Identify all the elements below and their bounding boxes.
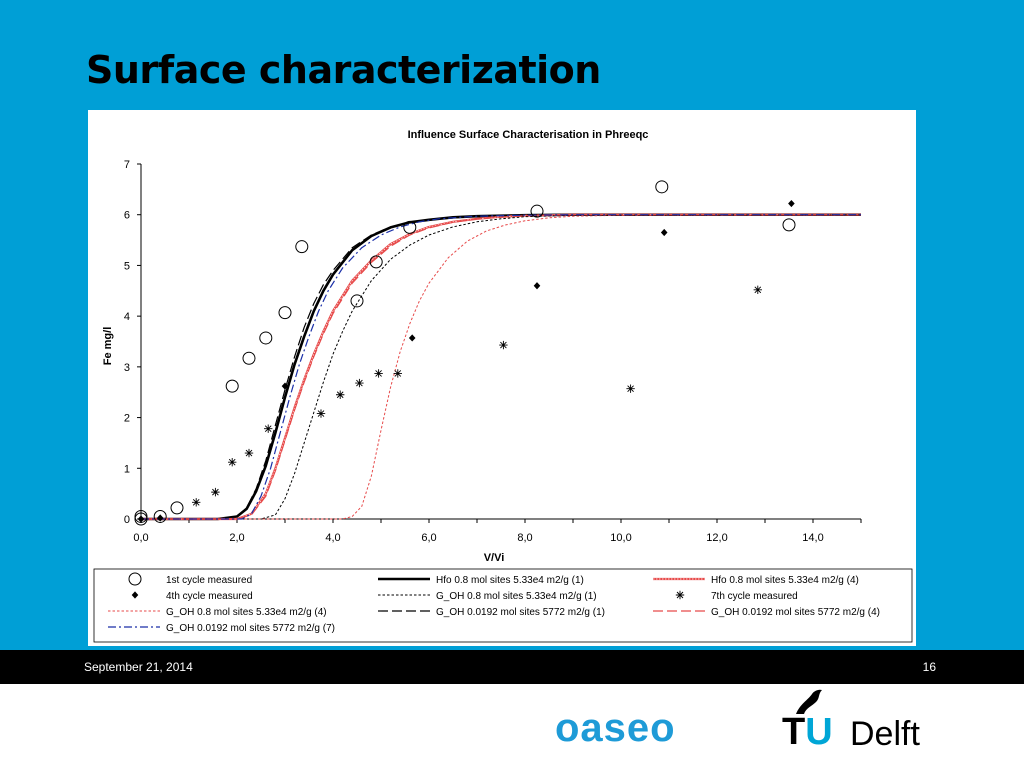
curve-hfo-0-8-mol-sites-5-33e4-m2-g-1 (141, 213, 861, 521)
point-1st-cycle-measured (170, 501, 184, 515)
point-4th-cycle-measured (788, 199, 795, 208)
point-7th-cycle-measured (753, 285, 762, 294)
legend-marker-1st-cycle-measured (128, 572, 142, 586)
chart-points (134, 180, 796, 526)
x-tick-label: 0,0 (133, 532, 148, 544)
point-4th-cycle-measured (156, 514, 164, 522)
point-1st-cycle-measured (530, 204, 544, 218)
x-axis-label: V/Vi (484, 552, 505, 564)
oaseo-logo: oaseo (555, 706, 676, 750)
chart-panel: Influence Surface Characterisation in Ph… (88, 110, 916, 646)
chart-legend: 1st cycle measured Hfo 0.8 mol sites 5.33… (108, 572, 880, 634)
footer-bar (0, 650, 1024, 684)
point-7th-cycle-measured (374, 369, 383, 378)
point-1st-cycle-measured (242, 351, 256, 365)
point-7th-cycle-measured (228, 458, 237, 467)
curve-g-oh-0-8-mol-sites-5-33e4-m2-g-4 (141, 214, 862, 520)
curve-hfo-0-8-mol-sites-5-33e4-m2-g-4 (141, 213, 861, 521)
point-4th-cycle-measured (281, 382, 289, 390)
x-tick-label: 6,0 (421, 532, 436, 544)
x-tick-label: 8,0 (517, 532, 532, 544)
legend-marker-7th-cycle-measured (675, 590, 685, 600)
point-1st-cycle-measured (134, 512, 148, 526)
legend-label-g-oh-0-0192-mol-sites-5772-m2-g-4: G_OH 0.0192 mol sites 5772 m2/g (4) (711, 607, 880, 618)
point-1st-cycle-measured (295, 240, 309, 254)
footer-page-number: 16 (922, 660, 936, 674)
legend-label-4th-cycle-measured: 4th cycle measured (166, 591, 253, 602)
chart-svg: Influence Surface Characterisation in Ph… (93, 129, 913, 643)
y-axis-label: Fe mg/l (102, 327, 114, 366)
tudelft-u: U (805, 711, 833, 753)
y-tick-label: 0 (124, 514, 130, 526)
y-tick-label: 4 (124, 311, 130, 323)
tudelft-delft: Delft (850, 715, 920, 753)
legend-box (93, 568, 913, 643)
point-1st-cycle-measured (259, 331, 273, 345)
chart-curves (141, 213, 862, 521)
point-7th-cycle-measured (499, 340, 508, 350)
point-7th-cycle-measured (336, 390, 345, 399)
curve-inner-hfo-0-8-mol-sites-5-33e4-m2-g-4 (141, 214, 861, 520)
curve-g-oh-0-0192-mol-sites-5772-m2-g-4 (141, 214, 861, 520)
point-4th-cycle-measured (533, 282, 541, 290)
y-tick-label: 3 (124, 362, 130, 374)
x-tick-label: 14,0 (802, 532, 823, 544)
chart-ticks: 0,0 2,0 4,0 6,0 8,0 10,0 12,0 14,0 0 1 2 3 4 5 6 7 (124, 159, 862, 544)
tudelft-flame-icon (796, 689, 822, 714)
curve-g-oh-0-8-mol-sites-5-33e4-m2-g-1 (141, 214, 862, 520)
point-1st-cycle-measured (350, 294, 364, 308)
y-tick-label: 5 (124, 260, 130, 272)
point-7th-cycle-measured (393, 369, 402, 378)
legend-label-hfo-0-8-mol-sites-5-33e4-m2-g-1: Hfo 0.8 mol sites 5.33e4 m2/g (1) (436, 575, 584, 586)
point-4th-cycle-measured (137, 515, 145, 523)
legend-marker-4th-cycle-measured (131, 591, 139, 599)
x-tick-label: 2,0 (229, 532, 244, 544)
x-tick-label: 12,0 (706, 532, 727, 544)
curve-g-oh-0-0192-mol-sites-5772-m2-g-7 (141, 214, 861, 520)
tudelft-logo: TU Delft (780, 688, 940, 758)
point-7th-cycle-measured (192, 498, 201, 507)
tudelft-t: T (782, 711, 806, 753)
point-4th-cycle-measured (660, 228, 668, 237)
slide-title: Surface characterization (86, 48, 601, 92)
point-4th-cycle-measured (408, 334, 416, 342)
x-tick-label: 4,0 (325, 532, 340, 544)
legend-label-7th-cycle-measured: 7th cycle measured (711, 591, 798, 602)
tudelft-tu: TU (782, 712, 833, 752)
point-1st-cycle-measured (655, 180, 669, 194)
point-1st-cycle-measured (369, 255, 383, 269)
y-tick-label: 2 (124, 413, 130, 425)
point-7th-cycle-measured (626, 384, 635, 393)
legend-label-g-oh-0-0192-mol-sites-5772-m2-g-7: G_OH 0.0192 mol sites 5772 m2/g (7) (166, 623, 335, 634)
legend-label-g-oh-0-0192-mol-sites-5772-m2-g-1: G_OH 0.0192 mol sites 5772 m2/g (1) (436, 607, 605, 618)
chart-title: Influence Surface Characterisation in Ph… (408, 129, 649, 141)
point-1st-cycle-measured (782, 218, 796, 232)
point-7th-cycle-measured (355, 378, 364, 388)
point-1st-cycle-measured (153, 509, 167, 523)
point-7th-cycle-measured (211, 487, 220, 497)
point-1st-cycle-measured (278, 306, 292, 320)
legend-label-hfo-0-8-mol-sites-5-33e4-m2-g-4: Hfo 0.8 mol sites 5.33e4 m2/g (4) (711, 575, 859, 586)
point-1st-cycle-measured (225, 379, 239, 393)
point-7th-cycle-measured (264, 424, 273, 433)
curve-g-oh-0-0192-mol-sites-5772-m2-g-1 (141, 214, 862, 520)
legend-label-g-oh-0-8-mol-sites-5-33e4-m2-g-1: G_OH 0.8 mol sites 5.33e4 m2/g (1) (436, 591, 597, 602)
y-tick-label: 1 (124, 463, 130, 475)
y-tick-label: 7 (124, 159, 130, 171)
footer-date: September 21, 2014 (84, 660, 193, 674)
point-7th-cycle-measured (316, 409, 326, 418)
legend-label-g-oh-0-8-mol-sites-5-33e4-m2-g-4: G_OH 0.8 mol sites 5.33e4 m2/g (4) (166, 607, 327, 618)
point-1st-cycle-measured (403, 220, 417, 234)
x-tick-label: 10,0 (610, 532, 631, 544)
legend-label-1st-cycle-measured: 1st cycle measured (166, 575, 252, 586)
chart-axes (140, 164, 861, 520)
point-7th-cycle-measured (244, 448, 254, 458)
y-tick-label: 6 (124, 210, 130, 222)
